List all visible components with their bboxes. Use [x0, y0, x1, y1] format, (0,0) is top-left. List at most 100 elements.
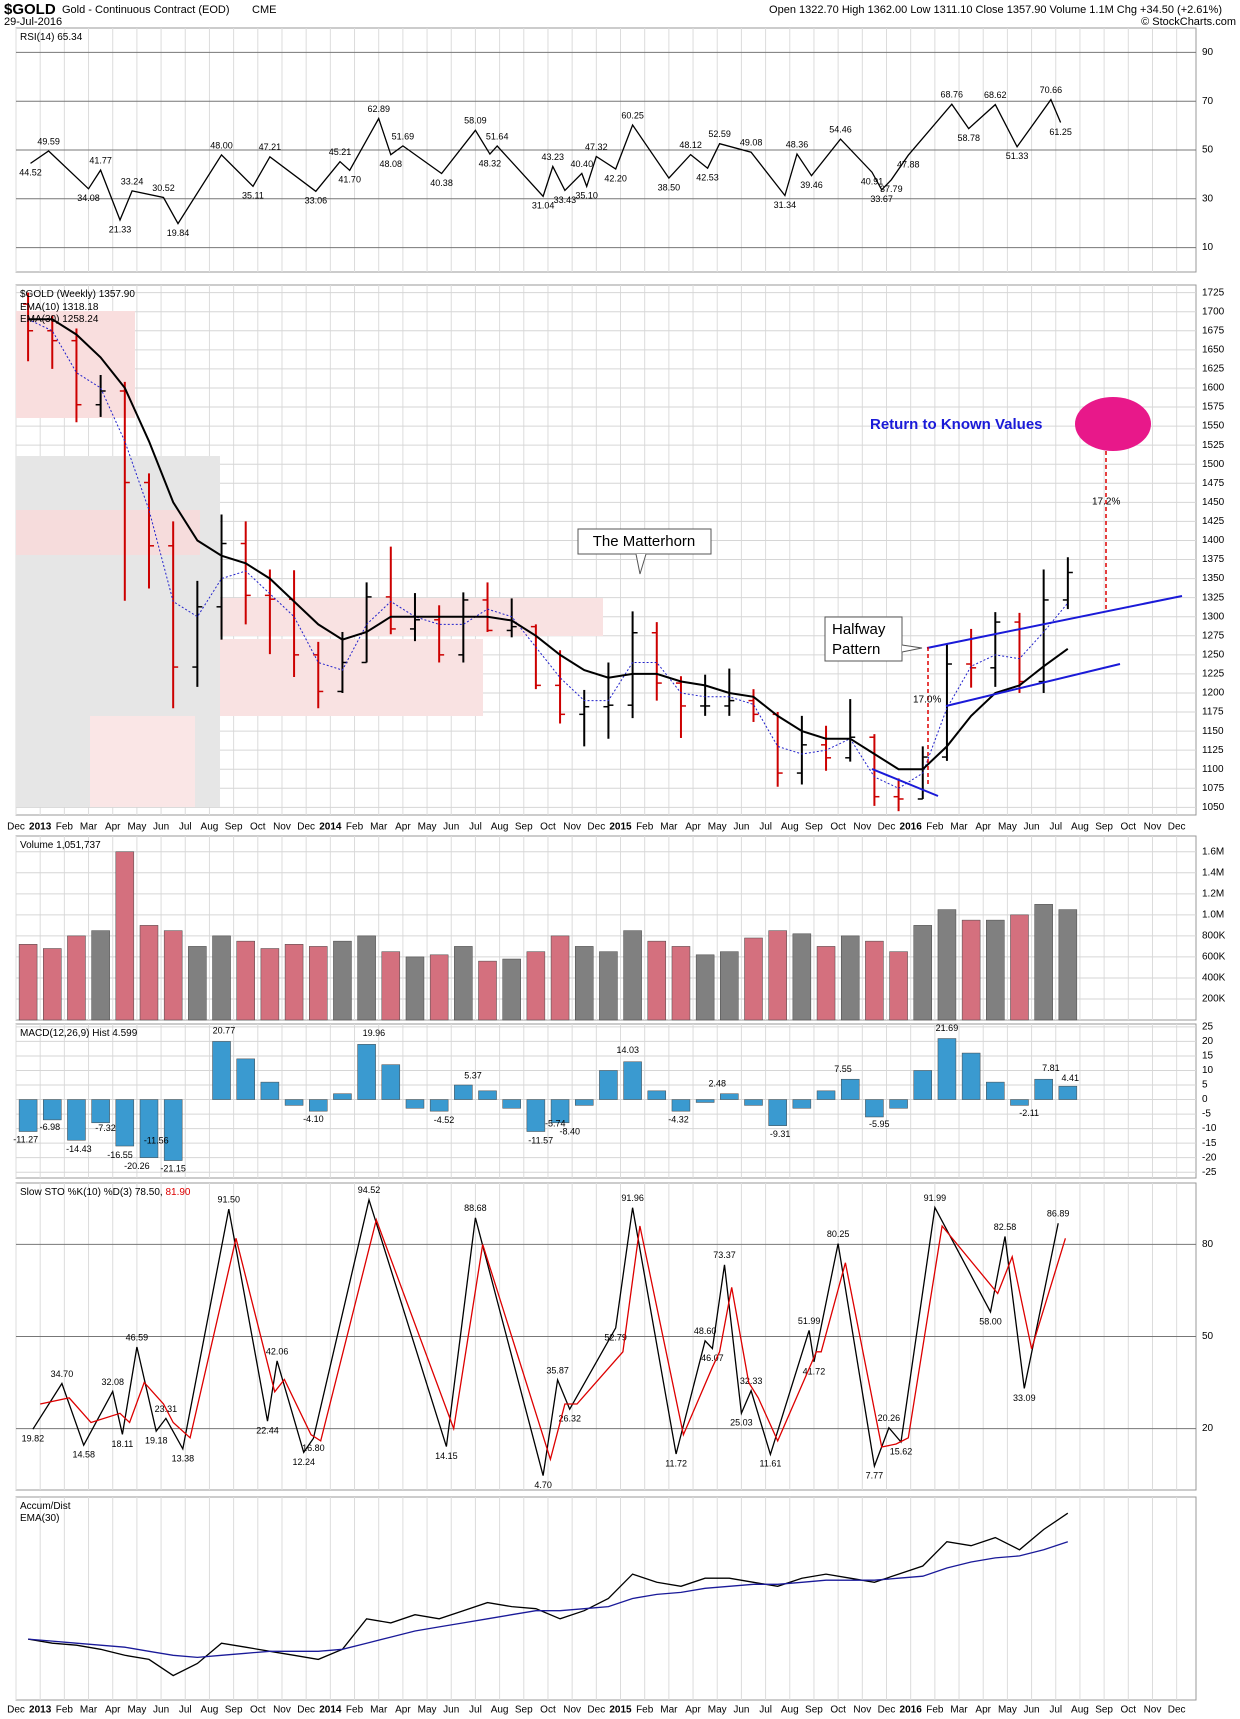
bar: [429, 1099, 449, 1112]
x-tick-label: May: [998, 822, 1017, 833]
data-label: 5.37: [464, 1070, 482, 1080]
channel-line: [926, 595, 1183, 649]
x-tick-label: Sep: [805, 1705, 823, 1716]
x-tick-label: May: [418, 1705, 437, 1716]
annotation: 17.0%: [913, 695, 941, 706]
data-label: 70.66: [1040, 85, 1063, 95]
symbol: $GOLD: [4, 1, 56, 18]
data-label: 35.11: [242, 191, 264, 201]
data-label: 58.00: [979, 1316, 1002, 1326]
y-tick-label: 200K: [1202, 994, 1226, 1005]
callout-box: [577, 528, 712, 555]
y-tick-label: 1125: [1202, 745, 1224, 756]
bar: [792, 1099, 812, 1109]
x-tick-label: Sep: [515, 822, 533, 833]
data-label: -8.40: [559, 1126, 580, 1136]
bar: [43, 948, 62, 1021]
panel-frame: [15, 1496, 1197, 1701]
bar: [792, 933, 812, 1021]
bar: [236, 1058, 255, 1100]
data-label: 68.76: [941, 90, 964, 100]
x-tick-label: Apr: [395, 1705, 411, 1716]
legend-text: Volume: [20, 840, 54, 851]
y-tick-label: 50: [1202, 145, 1214, 156]
y-tick-label: 1225: [1202, 669, 1225, 680]
y-tick-label: 800K: [1202, 931, 1226, 942]
y-tick-label: 1625: [1202, 364, 1225, 375]
bar: [115, 851, 135, 1021]
legend-text: ,: [160, 1187, 166, 1198]
bar: [937, 1038, 957, 1100]
x-tick-label: Nov: [1144, 1705, 1162, 1716]
bar: [381, 1064, 401, 1100]
x-tick-label: Oct: [250, 1705, 266, 1716]
data-label: 11.61: [759, 1459, 781, 1469]
legend-text: MACD(12,26,9) Hist: [20, 1028, 110, 1039]
bar: [720, 1093, 739, 1100]
bar: [599, 1070, 618, 1100]
x-tick-label: Apr: [395, 822, 411, 833]
bar: [647, 940, 667, 1021]
y-tick-label: 1275: [1202, 630, 1225, 641]
legend-entry: EMA(30): [20, 1513, 59, 1524]
x-tick-label: 2016: [900, 1705, 923, 1716]
channel-line: [945, 663, 1121, 707]
data-label: -11.56: [144, 1136, 169, 1146]
data-label: 40.91: [861, 177, 884, 187]
x-tick-label: Mar: [660, 822, 678, 833]
data-label: 18.11: [111, 1439, 133, 1449]
annotation: Pattern: [832, 641, 880, 658]
data-label: -11.57: [528, 1136, 553, 1146]
data-label: 33.06: [305, 196, 328, 206]
x-tick-label: May: [708, 822, 727, 833]
x-tick-label: Apr: [975, 822, 991, 833]
legend-text: 65.34: [57, 32, 82, 43]
data-label: 14.03: [616, 1045, 639, 1055]
x-tick-label: Sep: [1095, 822, 1113, 833]
bar: [188, 946, 207, 1021]
data-label: -4.52: [434, 1115, 455, 1125]
bar: [163, 930, 183, 1021]
data-label: 7.81: [1042, 1063, 1060, 1073]
x-tick-label: Aug: [491, 822, 509, 833]
y-tick-label: 1575: [1202, 402, 1225, 413]
bar: [1010, 914, 1029, 1021]
data-label: 62.89: [367, 104, 390, 114]
series-line: [30, 98, 1062, 225]
legend-entry: EMA(30) 1258.24: [20, 314, 99, 325]
x-tick-label: Nov: [563, 822, 581, 833]
bar: [163, 1099, 183, 1161]
y-tick-label: 1150: [1202, 726, 1224, 737]
bar: [502, 958, 521, 1021]
data-label: 38.50: [658, 182, 681, 192]
x-tick-label: Feb: [926, 1705, 944, 1716]
data-label: -7.32: [95, 1123, 116, 1133]
y-tick-label: 1175: [1202, 707, 1224, 718]
panel-frames: [15, 27, 1197, 1701]
data-label: 19.84: [167, 228, 190, 238]
data-label: 54.46: [829, 124, 852, 134]
bar: [357, 1044, 376, 1100]
data-label: 31.34: [774, 200, 797, 210]
data-label: -16.55: [107, 1150, 133, 1160]
data-label: 14.15: [435, 1451, 458, 1461]
y-tick-label: 80: [1202, 1239, 1214, 1250]
bar: [18, 1099, 38, 1132]
x-tick-label: Jun: [153, 822, 169, 833]
x-tick-label: May: [127, 1705, 146, 1716]
data-label: 4.41: [1061, 1073, 1079, 1083]
data-label: 41.70: [338, 175, 361, 185]
x-tick-label: Aug: [781, 822, 799, 833]
legend-value: 1258.24: [62, 314, 99, 325]
y-tick-label: 600K: [1202, 952, 1226, 963]
data-label: 51.99: [798, 1316, 821, 1326]
x-tick-label: 2014: [319, 822, 342, 833]
data-label: -6.98: [40, 1122, 61, 1132]
x-tick-label: Oct: [1121, 822, 1137, 833]
y-tick-label: 1600: [1202, 383, 1225, 394]
y-tick-label: 1200: [1202, 688, 1225, 699]
bar: [454, 1084, 473, 1100]
data-label: 35.87: [546, 1365, 569, 1375]
data-label: 35.10: [575, 191, 598, 201]
bar: [865, 940, 884, 1021]
